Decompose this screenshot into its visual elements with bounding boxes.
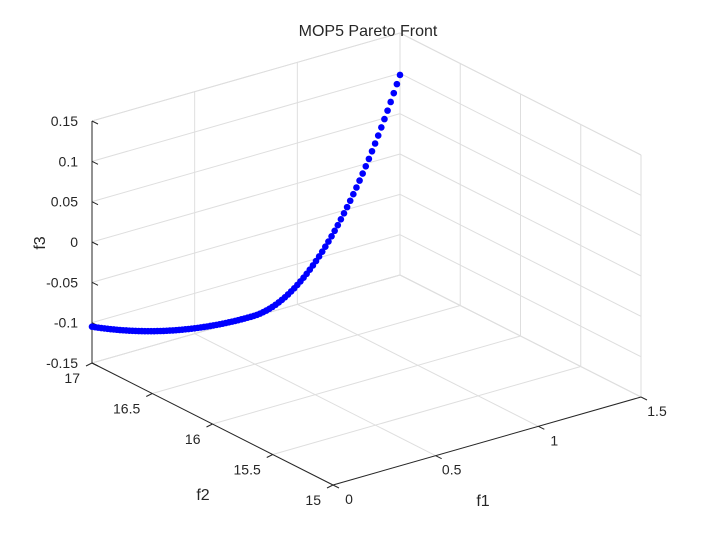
x-tick-mark (538, 425, 545, 430)
data-point (318, 248, 326, 255)
z-tick-label: 0 (70, 234, 78, 250)
grid-line-f3 (399, 113, 642, 237)
y-axis-label: f2 (196, 487, 209, 504)
x-tick-mark (640, 396, 648, 401)
y-tick-mark (146, 393, 153, 397)
grid-line-f3 (91, 234, 401, 324)
y-tick-mark (266, 454, 273, 458)
data-point (365, 155, 373, 163)
x-tick-label: 1 (550, 432, 558, 448)
grid-line-f3 (399, 234, 642, 358)
y-tick-mark (206, 423, 213, 428)
x-tick-label: 0.5 (442, 462, 462, 478)
grid-line-f3 (91, 113, 401, 203)
y-tick-label: 15.5 (234, 462, 261, 478)
z-tick-mark (91, 160, 99, 165)
grid-line-f3 (399, 32, 642, 156)
data-point (337, 216, 345, 223)
x-tick-mark (332, 484, 340, 489)
grid-line-f3 (399, 72, 642, 196)
grid-line-f3 (399, 193, 642, 317)
data-point (322, 243, 329, 251)
data-point (325, 238, 332, 245)
z-tick-label: -0.15 (46, 355, 78, 371)
data-point (350, 190, 357, 198)
grid-line-f2 (272, 366, 581, 455)
data-point (315, 253, 323, 260)
data-point (340, 210, 348, 217)
grid-line-f3 (399, 153, 642, 277)
data-point (328, 232, 335, 240)
data-point (384, 107, 391, 114)
grid-line-f3 (91, 72, 401, 162)
x-tick-label: 1.5 (647, 403, 667, 419)
grid-line-f3 (399, 274, 642, 398)
y-tick-mark (326, 484, 334, 489)
data-point (378, 124, 385, 131)
tick-labels: 0 0.5 1 1.5 15 15.5 16 16.5 17-0.15 -0.1 -0.05 0 0.0… (46, 113, 667, 508)
z-tick-label: 0.15 (51, 113, 78, 129)
x-axis-line (332, 396, 642, 486)
chart-title: MOP5 Pareto Front (299, 23, 438, 40)
z-axis-label: f3 (32, 236, 49, 249)
data-point (359, 170, 366, 177)
z-tick-mark (91, 281, 99, 286)
z-tick-mark (91, 362, 99, 367)
y-tick-label: 16 (185, 431, 201, 447)
grid-line-f3 (91, 32, 401, 122)
y-tick-label: 15 (305, 492, 321, 508)
data-point (368, 147, 376, 155)
z-tick-mark (91, 120, 99, 125)
data-point (343, 203, 351, 211)
axis-layer (85, 120, 648, 489)
grid-layer (91, 32, 642, 486)
grid-line-f3 (91, 193, 401, 283)
y-tick-mark (85, 362, 93, 367)
data-points (88, 71, 404, 335)
data-point (396, 71, 404, 79)
data-point (346, 197, 354, 205)
data-point (356, 177, 363, 184)
data-point (381, 115, 388, 123)
grid-line-f3 (91, 153, 401, 243)
data-point (362, 162, 370, 170)
data-point (387, 98, 394, 106)
z-tick-label: 0.05 (51, 194, 78, 210)
grid-line-f2 (212, 335, 521, 425)
data-point (374, 132, 382, 139)
data-point (390, 89, 398, 97)
y-tick-label: 16.5 (113, 401, 140, 417)
grid-line-f2 (152, 305, 461, 394)
x-tick-mark (435, 455, 442, 460)
data-point (393, 80, 401, 88)
z-tick-label: -0.1 (54, 315, 78, 331)
z-tick-mark (91, 241, 99, 246)
data-point (334, 221, 342, 229)
z-tick-label: -0.05 (46, 274, 78, 290)
x-tick-label: 0 (345, 491, 353, 507)
x-axis-label: f1 (476, 493, 489, 510)
z-tick-mark (91, 201, 99, 206)
z-tick-label: 0.1 (59, 153, 79, 169)
data-point (353, 184, 360, 191)
data-point (331, 227, 338, 235)
data-point (371, 140, 379, 147)
y-tick-label: 17 (64, 370, 80, 386)
